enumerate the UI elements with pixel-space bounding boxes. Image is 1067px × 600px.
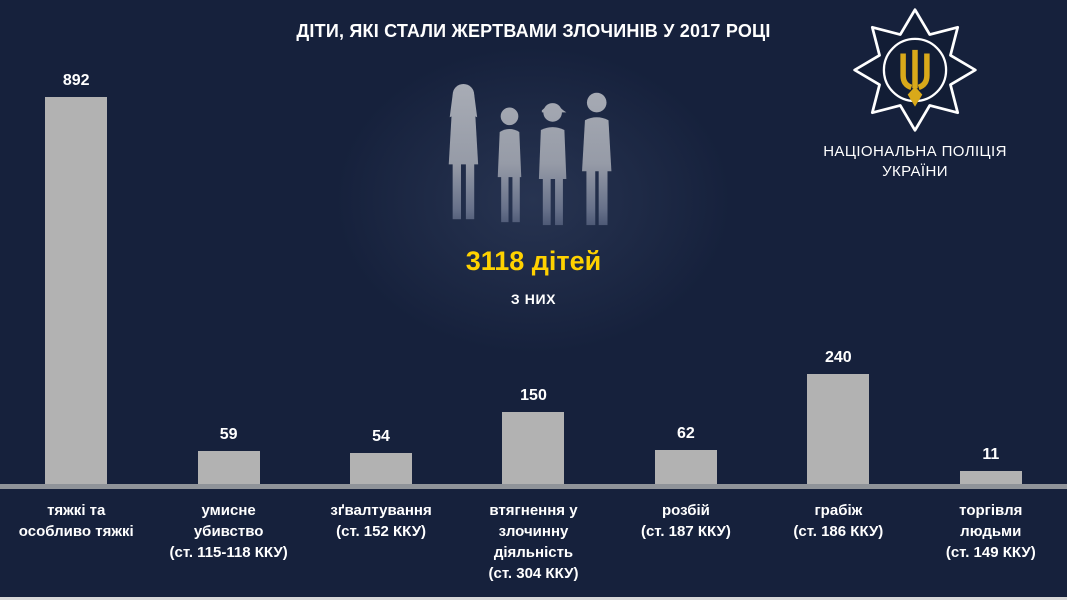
bar xyxy=(197,451,260,486)
chart-baseline xyxy=(0,484,1067,489)
category-label: тяжкі та особливо тяжкі xyxy=(18,502,134,540)
bar-value-label: 240 xyxy=(825,349,852,366)
page-title: ДІТИ, ЯКІ СТАЛИ ЖЕРТВАМИ ЗЛОЧИНІВ У 2017… xyxy=(296,21,771,41)
police-logo-block: НАЦІОНАЛЬНА ПОЛІЦІЯ УКРАЇНИ xyxy=(789,6,1041,182)
bar xyxy=(502,412,565,486)
category-label: торгівля людьми (ст. 149 ККУ) xyxy=(945,502,1036,561)
bottom-divider xyxy=(0,597,1067,600)
bar-column: 11 xyxy=(915,446,1067,486)
trident-icon xyxy=(900,49,930,107)
bar-value-label: 11 xyxy=(982,446,1000,463)
police-org-name: НАЦІОНАЛЬНА ПОЛІЦІЯ УКРАЇНИ xyxy=(823,142,1007,182)
bar-column: 54 xyxy=(305,428,457,486)
bar-column: 150 xyxy=(457,387,609,486)
center-block: 3118 дітей З НИХ xyxy=(0,80,1067,307)
total-children-count: 3118 дітей xyxy=(465,246,602,276)
children-silhouettes-icon xyxy=(448,83,611,226)
bar xyxy=(654,450,717,486)
org-name-line2: УКРАЇНИ xyxy=(882,163,948,180)
of-them-label: З НИХ xyxy=(510,291,557,307)
category-label: зґвалтування (ст. 152 ККУ) xyxy=(330,502,432,540)
category-label: втягнення у злочинну діяльність (ст. 304 КК… xyxy=(488,502,579,582)
bar-value-label: 54 xyxy=(372,428,390,445)
bar-column: 62 xyxy=(610,425,762,486)
category-labels-row: тяжкі та особливо тяжкі умисне убивство (ст.… xyxy=(0,500,1067,584)
bar-value-label: 59 xyxy=(219,426,238,443)
bar-value-label: 892 xyxy=(62,72,90,89)
police-badge-icon xyxy=(853,8,977,132)
bar-column: 892 xyxy=(0,72,152,486)
bar-column: 240 xyxy=(762,349,914,486)
bar xyxy=(807,374,870,486)
bar-column: 59 xyxy=(152,426,304,486)
bar-chart: 892 59 54 150 62 240 11 xyxy=(0,72,1067,486)
bar-value-label: 150 xyxy=(520,387,547,404)
bar-value-label: 62 xyxy=(677,425,695,442)
bar xyxy=(45,97,108,486)
category-label: розбій (ст. 187 ККУ) xyxy=(640,502,731,540)
silhouette-glow xyxy=(333,45,733,355)
category-label: грабіж (ст. 186 ККУ) xyxy=(793,502,884,540)
org-name-line1: НАЦІОНАЛЬНА ПОЛІЦІЯ xyxy=(823,143,1007,160)
bar xyxy=(350,453,413,486)
bar xyxy=(959,471,1022,486)
category-label: умисне убивство (ст. 115-118 ККУ) xyxy=(169,502,288,561)
